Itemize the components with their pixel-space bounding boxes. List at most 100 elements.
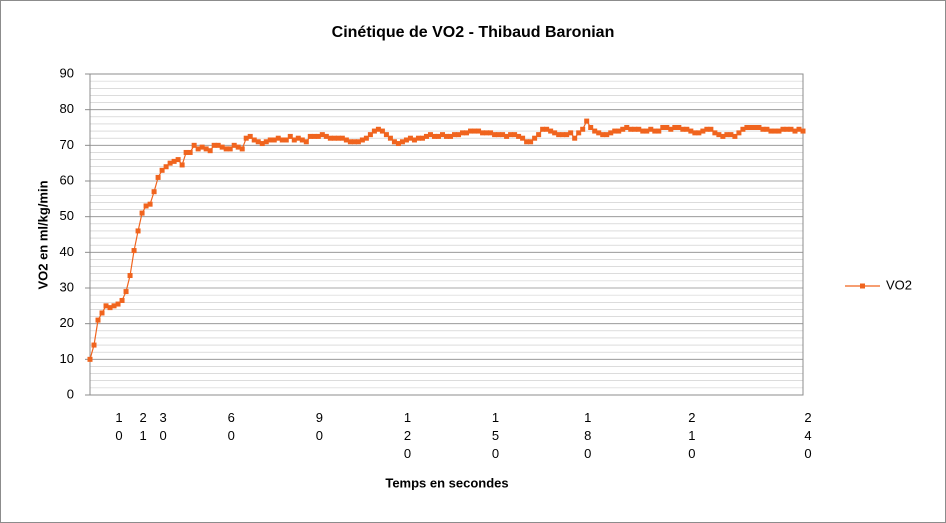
marker <box>596 130 602 136</box>
marker <box>223 146 229 152</box>
marker <box>323 133 329 139</box>
marker <box>87 356 93 362</box>
marker <box>592 128 598 134</box>
marker <box>464 130 470 136</box>
marker <box>616 128 622 134</box>
marker <box>720 133 726 139</box>
y-tick-label: 20 <box>60 315 74 330</box>
marker <box>331 135 337 141</box>
x-tick-label: 120 <box>400 410 415 464</box>
marker <box>243 135 249 141</box>
marker <box>520 135 526 141</box>
marker <box>343 137 349 143</box>
marker <box>680 126 686 132</box>
marker <box>307 133 313 139</box>
x-tick-label: 180 <box>580 410 595 464</box>
marker <box>496 132 502 138</box>
marker <box>319 132 325 138</box>
marker <box>696 130 702 136</box>
marker <box>632 126 638 132</box>
marker <box>460 130 466 136</box>
marker <box>347 139 353 145</box>
marker <box>327 135 333 141</box>
marker <box>688 128 694 134</box>
marker <box>355 139 361 145</box>
marker <box>536 132 542 138</box>
marker <box>796 126 802 132</box>
marker <box>287 133 293 139</box>
marker <box>147 201 153 207</box>
y-tick-label: 50 <box>60 208 74 223</box>
marker <box>504 133 510 139</box>
y-tick-label: 30 <box>60 279 74 294</box>
marker <box>620 126 626 132</box>
marker <box>415 135 421 141</box>
y-tick-label: 60 <box>60 172 74 187</box>
marker <box>468 128 474 134</box>
marker <box>640 128 646 134</box>
marker <box>339 135 345 141</box>
marker <box>267 137 273 143</box>
marker <box>788 126 794 132</box>
marker <box>163 164 169 170</box>
marker <box>588 125 594 130</box>
marker <box>383 132 389 138</box>
marker <box>556 132 562 138</box>
marker <box>728 132 734 138</box>
marker <box>744 125 750 130</box>
marker <box>311 133 317 139</box>
marker <box>740 126 746 132</box>
marker <box>644 128 650 134</box>
marker <box>187 149 193 155</box>
marker <box>712 130 718 136</box>
marker <box>435 133 441 139</box>
marker <box>107 305 113 311</box>
marker <box>375 126 381 132</box>
marker <box>119 297 125 303</box>
marker <box>159 167 165 173</box>
x-tick-label: 21 <box>136 410 151 446</box>
marker <box>648 126 654 132</box>
marker <box>427 132 433 138</box>
marker <box>123 289 129 295</box>
marker <box>195 146 201 152</box>
marker <box>367 132 373 138</box>
marker <box>732 133 738 139</box>
marker <box>191 142 197 148</box>
marker <box>167 160 173 166</box>
marker <box>628 126 634 132</box>
marker <box>752 125 758 130</box>
marker <box>780 126 786 132</box>
marker <box>480 130 486 136</box>
marker <box>764 126 770 132</box>
marker <box>484 130 490 136</box>
marker <box>772 128 778 134</box>
marker <box>271 137 277 143</box>
marker <box>363 135 369 141</box>
marker <box>636 126 642 132</box>
marker <box>135 228 141 234</box>
x-tick-label: 30 <box>156 410 171 446</box>
marker <box>151 189 157 195</box>
marker <box>315 133 321 139</box>
marker <box>283 137 289 143</box>
marker <box>235 144 241 150</box>
marker <box>624 125 630 130</box>
marker <box>227 146 233 152</box>
marker <box>524 139 530 145</box>
marker <box>572 135 578 141</box>
marker <box>111 303 117 309</box>
marker <box>295 135 301 141</box>
marker <box>255 139 261 145</box>
marker <box>700 128 706 134</box>
marker <box>716 132 722 138</box>
marker <box>540 126 546 132</box>
marker <box>684 126 690 132</box>
marker <box>115 301 121 307</box>
marker <box>203 146 209 152</box>
marker <box>568 130 574 136</box>
marker <box>668 126 674 132</box>
marker <box>251 137 257 143</box>
marker <box>351 139 357 145</box>
